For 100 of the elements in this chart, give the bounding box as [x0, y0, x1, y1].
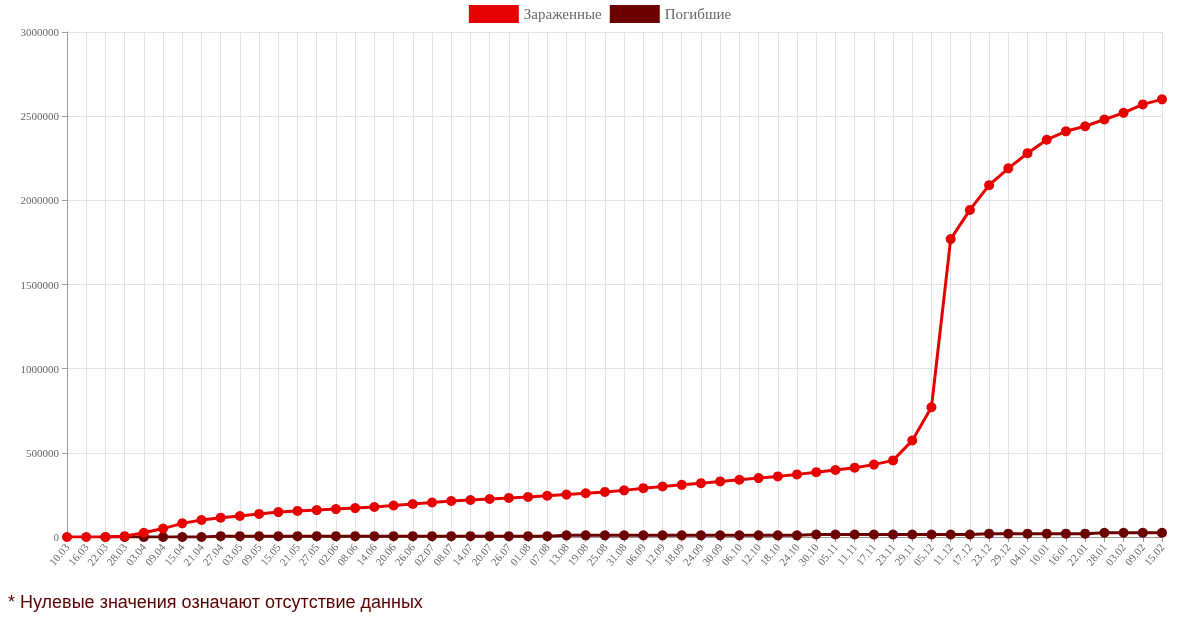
point [984, 180, 995, 191]
y-tick-label: 2500000 [20, 110, 60, 123]
point [388, 500, 399, 511]
point [830, 465, 841, 475]
point [503, 531, 514, 542]
point [657, 530, 668, 541]
text: * Нулевые значения означают отсутствие данных [8, 592, 423, 613]
point [427, 497, 437, 508]
point [1080, 528, 1091, 539]
point [407, 499, 418, 509]
point [465, 531, 476, 542]
point [1060, 126, 1071, 137]
point [734, 530, 745, 541]
point [369, 502, 380, 513]
point [196, 532, 207, 542]
point [984, 528, 995, 539]
point [1003, 163, 1014, 174]
point [465, 494, 476, 505]
point [427, 531, 437, 542]
point [254, 531, 265, 542]
point [196, 515, 207, 525]
point [273, 507, 284, 518]
point [772, 471, 783, 482]
point [350, 503, 361, 514]
point [542, 490, 553, 501]
point [138, 527, 149, 538]
point [1022, 148, 1033, 159]
point [676, 530, 687, 541]
point [580, 488, 591, 499]
point [177, 518, 188, 529]
point [772, 530, 783, 541]
point [1060, 528, 1071, 539]
point [580, 530, 591, 541]
point [868, 529, 879, 540]
point [81, 532, 92, 542]
point [273, 531, 284, 542]
point [964, 529, 975, 540]
point [292, 505, 303, 516]
point [964, 204, 975, 215]
point [695, 478, 706, 489]
point [945, 234, 956, 245]
point [1118, 107, 1129, 118]
y-tick-label: 2000000 [20, 194, 60, 207]
point [1118, 527, 1129, 538]
y-tick-label: 3000000 [20, 26, 60, 38]
point [945, 529, 956, 540]
point [926, 529, 937, 540]
point [388, 531, 399, 542]
point [215, 531, 226, 542]
point [311, 505, 322, 516]
point [907, 529, 918, 540]
point [1041, 134, 1052, 145]
point [62, 532, 72, 542]
point [734, 474, 745, 485]
point [599, 530, 610, 541]
point [657, 481, 668, 492]
point [158, 532, 169, 542]
y-tick-label: 0 [53, 531, 60, 543]
point [1080, 121, 1091, 132]
point [503, 492, 514, 503]
point [695, 530, 706, 541]
point [1003, 528, 1014, 539]
point [1137, 527, 1148, 538]
point [619, 485, 630, 496]
y-tick-label: 1500000 [20, 278, 60, 291]
point [1099, 114, 1110, 125]
point [561, 489, 572, 500]
point [638, 530, 649, 541]
point [599, 486, 610, 497]
point [407, 531, 418, 542]
point [830, 529, 841, 540]
point [888, 529, 899, 540]
point [907, 435, 918, 446]
point [811, 529, 822, 540]
point [1022, 528, 1033, 539]
point [811, 467, 822, 478]
point [484, 531, 495, 542]
y-tick-label: 1000000 [20, 362, 60, 375]
point [1157, 94, 1167, 105]
point [1137, 99, 1148, 110]
point [523, 531, 534, 542]
point [849, 462, 860, 473]
point [177, 532, 188, 542]
point [715, 476, 726, 487]
point [868, 459, 879, 470]
point [215, 512, 226, 523]
point [715, 530, 726, 541]
point [753, 473, 764, 484]
point [446, 531, 457, 542]
point [888, 455, 899, 466]
point [792, 530, 802, 541]
point [753, 530, 764, 541]
point [330, 531, 341, 542]
point [676, 479, 687, 490]
point [523, 491, 534, 502]
point [158, 523, 169, 534]
point [446, 495, 457, 506]
point [561, 530, 572, 541]
y-tick-label: 500000 [26, 446, 60, 459]
point [311, 531, 322, 542]
